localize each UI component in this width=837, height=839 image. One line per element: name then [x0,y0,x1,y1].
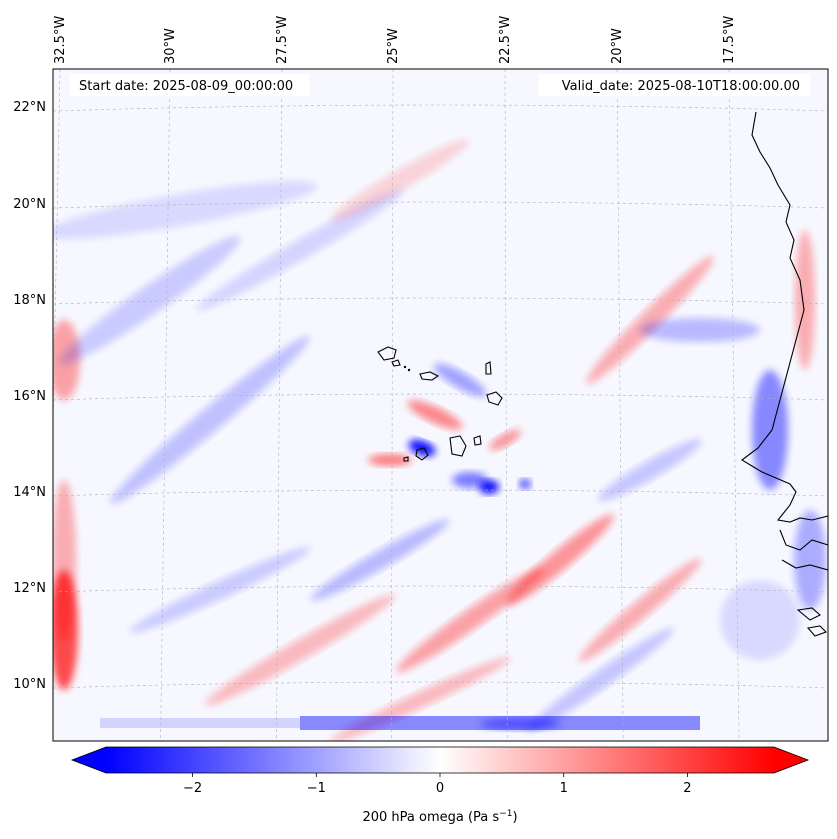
omega-anomaly [452,472,488,488]
island-coastline [403,456,409,462]
longitude-tick-label: 20°W [610,28,625,64]
island-coastline [796,607,821,621]
omega-anomaly [597,439,703,501]
latitude-tick-label: 22°N [13,100,46,115]
start-date-box [70,74,310,96]
colorbar-tick-label: 1 [560,781,568,796]
valid-date-label: Valid_date: 2025-08-10T18:00:00.00 [562,79,800,94]
omega-anomaly [433,363,487,397]
longitude-tick-label: 30°W [163,28,178,64]
islet [403,365,407,369]
omega-anomaly [330,139,470,221]
omega-anomaly [480,718,560,730]
island-coastline [449,435,467,457]
start-date-label: Start date: 2025-08-09_00:00:00 [79,79,293,94]
omega-field [53,69,828,741]
island-coastline [419,371,440,381]
omega-anomaly [519,479,531,489]
omega-anomaly [585,255,715,385]
omega-anomaly [720,580,800,660]
latitude-tick-label: 18°N [13,293,46,308]
omega-anomaly [795,230,815,370]
longitude-labels: 32.5°W 30°W 27.5°W 25°W 22.5°W 20°W 17.5°W [53,16,737,64]
colorbar: −2 −1 0 1 2 200 hPa omega (Pa s−1) [70,746,810,825]
longitude-tick-label: 25°W [386,28,401,64]
omega-anomaly [640,318,760,342]
omega-anomaly [752,370,788,490]
colorbar-tick-label: 0 [436,781,444,796]
meridian-line [391,69,394,741]
parallel-line [53,489,828,497]
africa-coastline [779,529,828,551]
island-coastline [806,625,827,637]
colorbar-outline [70,746,810,774]
island-coastline [486,391,503,406]
meridian-line [276,69,283,741]
latitude-tick-label: 12°N [13,581,46,596]
island-coastline [473,435,482,446]
latitude-tick-label: 20°N [13,197,46,212]
latitude-tick-label: 16°N [13,389,46,404]
omega-anomaly [310,519,450,601]
omega-anomaly [329,657,511,741]
omega-anomaly [195,189,405,311]
longitude-tick-label: 22.5°W [498,16,513,64]
parallel-line [53,585,828,593]
meridian-line [504,69,508,741]
map-panel [52,68,829,742]
africa-coastline [781,559,828,571]
colorbar-tick-label: −2 [183,781,202,796]
islet [407,368,411,372]
map-frame [52,68,829,742]
valid-date-box [538,74,810,96]
colorbar-extend-max [774,747,808,773]
meridian-line [616,69,624,741]
omega-anomaly [794,510,826,610]
omega-anomaly [204,594,396,706]
omega-anomaly [526,627,674,733]
colorbar-ticks: −2 −1 0 1 2 [183,773,692,796]
meridian-line [728,69,740,741]
coastlines [377,111,828,637]
latitude-labels: 22°N 20°N 18°N 16°N 14°N 12°N 10°N [13,100,46,692]
colorbar-label: 200 hPa omega (Pa s−1) [362,809,517,825]
omega-anomaly [578,558,702,662]
parallel-line [53,681,828,689]
longitude-tick-label: 32.5°W [53,16,68,64]
colorbar-tick-label: 2 [683,781,691,796]
island-coastline [377,346,397,361]
omega-anomaly [53,181,318,239]
parallel-line [53,393,828,401]
latitude-tick-label: 14°N [13,485,46,500]
parallel-line [53,104,828,112]
omega-anomaly [59,235,241,365]
omega-anomaly [407,400,463,430]
island-coastline [391,359,401,367]
omega-anomaly [100,718,300,728]
parallel-line [53,201,828,209]
longitude-tick-label: 27.5°W [275,16,290,64]
omega-anomaly [53,69,828,741]
omega-anomaly [53,480,76,640]
meridian-line [160,69,171,741]
africa-coastline [741,111,828,523]
colorbar-extend-min [72,747,106,773]
parallel-line [53,297,828,305]
colorbar-gradient [106,747,774,773]
omega-anomaly [110,335,310,505]
longitude-tick-label: 17.5°W [722,16,737,64]
island-coastline [415,447,429,461]
latitude-tick-label: 10°N [13,677,46,692]
omega-anomaly [489,429,521,451]
omega-anomaly [368,454,412,466]
island-coastline [485,361,492,375]
omega-anomaly [129,546,311,634]
colorbar-tick-label: −1 [307,781,326,796]
